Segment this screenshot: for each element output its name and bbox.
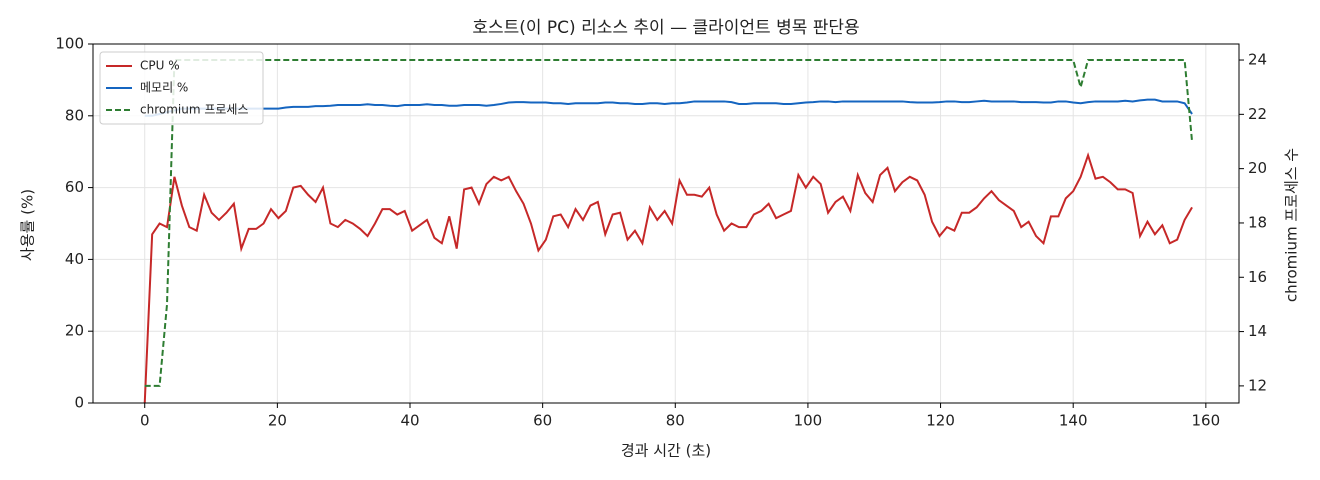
- y-tick-label: 40: [65, 250, 84, 268]
- y-tick-label: 60: [65, 178, 84, 196]
- legend: CPU % 메모리 % chromium 프로세스: [99, 51, 264, 125]
- y2-tick-label: 22: [1248, 105, 1267, 123]
- x-tick-label: 60: [533, 412, 552, 430]
- y-tick-label: 80: [65, 106, 84, 124]
- y2-tick-label: 24: [1248, 51, 1267, 69]
- x-tick-label: 100: [794, 412, 823, 430]
- x-tick-label: 140: [1059, 412, 1088, 430]
- x-tick-label: 40: [400, 412, 419, 430]
- series-line: [143, 152, 1193, 404]
- chart-title: 호스트(이 PC) 리소스 추이 — 클라이언트 병목 판단용: [472, 18, 859, 38]
- x-tick-label: 80: [666, 412, 685, 430]
- y2-tick-label: 14: [1248, 322, 1267, 340]
- y-tick-label: 0: [74, 394, 84, 412]
- legend-label: 메모리 %: [140, 81, 188, 95]
- y2-tick-label: 12: [1248, 376, 1267, 394]
- series-line: [144, 98, 1193, 117]
- series-line: [144, 59, 1194, 387]
- x-tick-label: 0: [140, 412, 150, 430]
- y-tick-label: 100: [55, 35, 84, 53]
- x-axis-label: 경과 시간 (초): [621, 442, 711, 460]
- x-tick-label: 160: [1192, 412, 1221, 430]
- y-tick-label: 20: [65, 322, 84, 340]
- x-tick-label: 120: [926, 412, 955, 430]
- y-axis-label: 사용률 (%): [19, 189, 37, 261]
- legend-label: CPU %: [140, 59, 180, 73]
- plot-frame: [92, 43, 1240, 404]
- y2-axis-label: chromium 프로세스 수: [1283, 148, 1301, 302]
- legend-box: [99, 51, 264, 125]
- x-tick-label: 20: [268, 412, 287, 430]
- y2-tick-label: 20: [1248, 159, 1267, 177]
- y2-tick-label: 16: [1248, 268, 1267, 286]
- y2-tick-label: 18: [1248, 213, 1267, 231]
- legend-label: chromium 프로세스: [140, 103, 249, 117]
